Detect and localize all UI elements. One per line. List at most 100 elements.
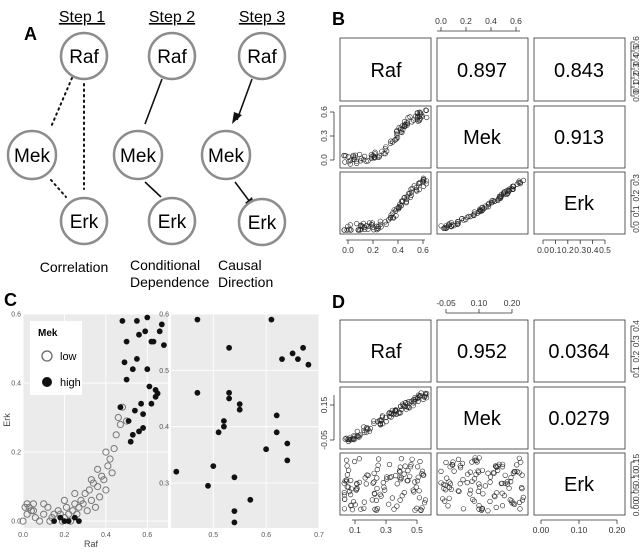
pairs-point [520, 494, 526, 501]
pairs-point [446, 484, 453, 491]
edge-mek-erk-solid [144, 181, 162, 198]
pairs-point [493, 504, 499, 511]
pairs-point [401, 490, 407, 496]
b-right-raf-tick-label: 0.2 [631, 72, 641, 84]
b-right-raf-tick-label: 0.4 [631, 54, 641, 66]
pairs-point [341, 506, 348, 512]
pairs-point [446, 222, 452, 228]
pairs-point [374, 227, 380, 233]
c-left-point-high [123, 338, 130, 345]
pairs-point [508, 475, 514, 481]
b-left-tick-label: 0.0 [319, 154, 329, 166]
pairs-point [509, 500, 515, 506]
pairs-point [371, 420, 377, 427]
c-right-ytick-label: 0.6 [159, 312, 169, 319]
c-left-point-high [150, 338, 157, 345]
c-left-point-high [146, 383, 153, 390]
pairs-point [466, 213, 472, 219]
b-cell-r2 [533, 37, 626, 102]
pairs-point [405, 115, 411, 121]
pairs-point [393, 136, 400, 142]
pairs-point [441, 485, 447, 491]
c-left-point-low [102, 486, 110, 494]
pairs-point [346, 467, 352, 473]
c-left-point-low [83, 507, 91, 515]
d-right-erk-tick-label: 0.10 [631, 469, 641, 486]
pairs-point [482, 483, 489, 489]
pairs-point [351, 436, 357, 442]
c-right-point-high [236, 406, 243, 413]
pairs-point [457, 481, 463, 487]
c-ylabel: Erk [2, 413, 12, 427]
d-cell-scatter-mek-raf [339, 386, 432, 450]
d-bottom-ticks-raf: 0.1 0.3 0.5 [349, 520, 423, 535]
svg-text:Erk: Erk [70, 212, 99, 233]
pairs-point [414, 505, 420, 511]
pairs-point [397, 403, 404, 409]
pairs-point [485, 204, 492, 210]
c-xlabel: Raf [84, 539, 99, 549]
b-top-tick-label: 0.2 [460, 16, 472, 26]
pairs-point [501, 190, 507, 196]
b-bottom-erk-tick-label: 0.0 [537, 245, 549, 255]
pairs-point [415, 474, 421, 480]
d-corr-mek-erk: 0.0279 [548, 408, 609, 430]
pairs-point [456, 488, 462, 495]
c-left-point-low [94, 483, 102, 491]
svg-text:Erk: Erk [158, 212, 187, 233]
c-left-point-high [57, 514, 64, 521]
c-right-point-high [268, 316, 275, 323]
panel-c: C Mek low high 0.0 0.2 0.4 0.60.00.20.40.6 … [2, 290, 324, 549]
c-left-ytick-label: 0.0 [11, 519, 21, 526]
node-erk-step3: Erk [237, 197, 287, 247]
pairs-point [346, 436, 352, 442]
step-1-label: Step 1 [59, 9, 105, 26]
d-scatter-erk-mek [438, 455, 526, 514]
d-top-tick-label: 0.10 [471, 298, 488, 308]
b-right-erk-tick-label: 0.3 [631, 174, 641, 186]
pairs-point [344, 463, 350, 469]
svg-text:Erk: Erk [248, 213, 277, 234]
c-left-point-high [71, 514, 78, 521]
c-right-point-high [221, 423, 227, 430]
pairs-point [419, 471, 425, 477]
c-left-point-low [36, 517, 44, 525]
pairs-point [371, 470, 377, 476]
pairs-point [389, 495, 396, 501]
pairs-point [415, 113, 421, 119]
pairs-point [412, 399, 418, 405]
pairs-point [518, 485, 525, 491]
pairs-point [488, 200, 495, 206]
pairs-point [387, 474, 393, 481]
pairs-point [398, 203, 404, 209]
c-right-ytick-label: 0.4 [159, 424, 169, 431]
pairs-point [499, 464, 506, 470]
d-left-tick-label: 0.15 [319, 396, 329, 413]
b-bottom-erk-tick-label: 0.4 [587, 245, 599, 255]
pairs-point [343, 435, 349, 441]
pairs-point [447, 464, 453, 470]
pairs-point [516, 499, 523, 506]
c-right-point-high [273, 429, 280, 436]
svg-text:Mek: Mek [120, 146, 156, 167]
b-bottom-erk-tick-label: 0.3 [574, 245, 586, 255]
d-top-tick-label: -0.05 [436, 298, 456, 308]
pairs-point [476, 455, 482, 461]
pairs-point [424, 114, 430, 121]
c-legend-high-marker [42, 377, 52, 387]
pairs-point [399, 406, 405, 412]
pairs-point [380, 421, 386, 427]
pairs-point [386, 461, 393, 468]
pairs-point [486, 201, 492, 207]
pairs-point [371, 479, 377, 485]
pairs-point [459, 460, 466, 467]
edge-raf-mek-dotted [50, 77, 73, 128]
pairs-point [407, 194, 413, 201]
b-bottom-raf-tick-label: 0.6 [417, 245, 429, 255]
pairs-point [393, 129, 400, 135]
c-left-point-low [40, 510, 48, 518]
c-right-point-high [226, 389, 233, 396]
c-left-point-high [121, 359, 128, 366]
c-right-point-high [194, 389, 201, 396]
